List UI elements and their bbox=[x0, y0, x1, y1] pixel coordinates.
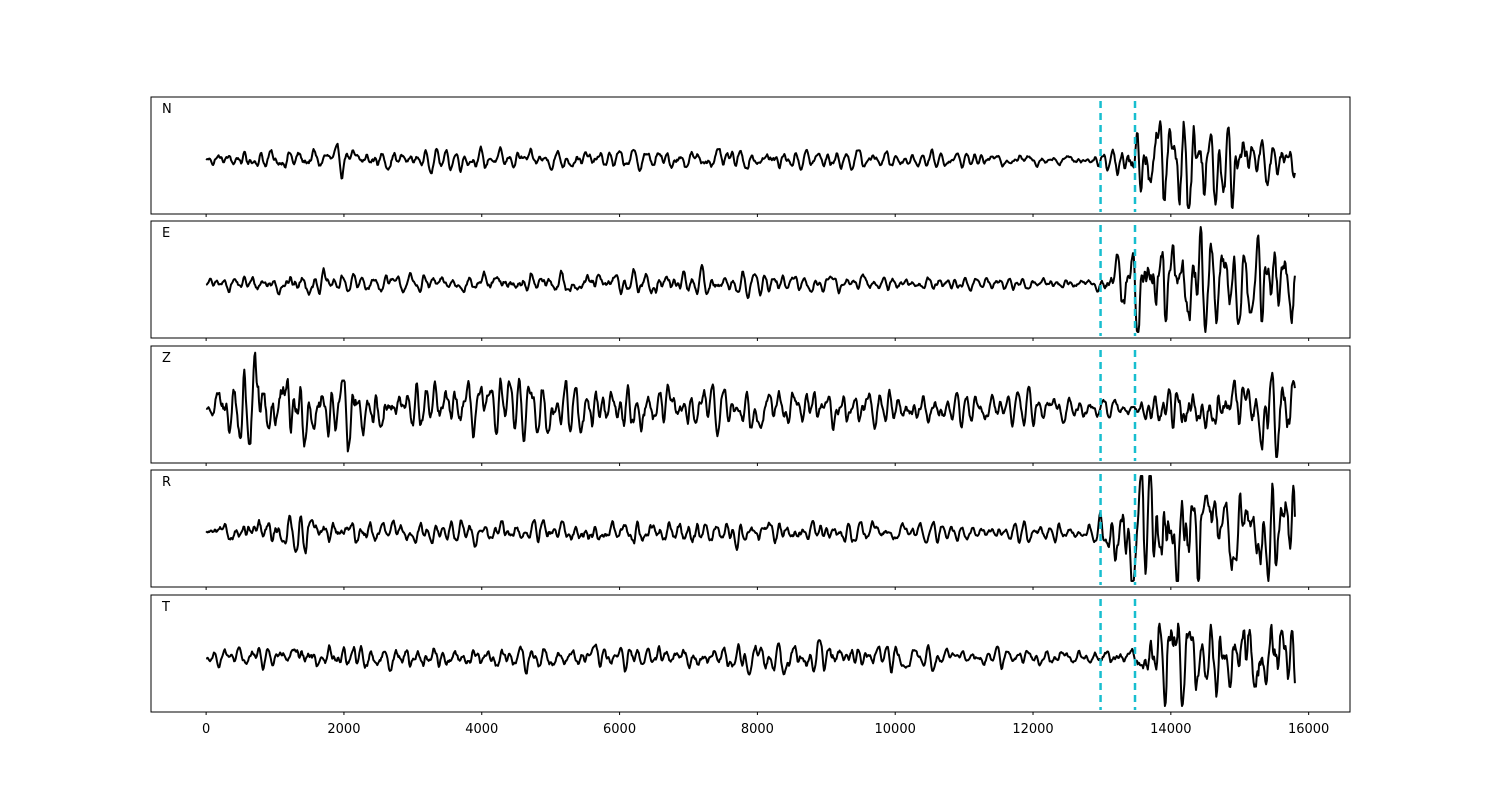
panel-label: Z bbox=[162, 351, 171, 366]
panel-e: E bbox=[150, 220, 1351, 341]
trace-panels: N E Z R T bbox=[150, 96, 1351, 715]
panel-label: T bbox=[161, 600, 170, 615]
x-tick-label: 14000 bbox=[1150, 722, 1191, 737]
x-tick-label: 6000 bbox=[603, 722, 636, 737]
panel-frame bbox=[150, 96, 1351, 215]
panel-frame bbox=[150, 345, 1351, 464]
x-axis: 0 2000 4000 6000 8000 10000 12000 14000 16000 bbox=[202, 722, 1329, 737]
x-tick-label: 16000 bbox=[1288, 722, 1329, 737]
waveform-n bbox=[205, 120, 1296, 209]
x-tick-label: 12000 bbox=[1012, 722, 1053, 737]
panel-t: T bbox=[150, 594, 1351, 715]
waveform-r bbox=[205, 475, 1296, 582]
panel-r: R bbox=[150, 469, 1351, 590]
x-tick-label: 10000 bbox=[875, 722, 916, 737]
x-tick-label: 8000 bbox=[741, 722, 774, 737]
panel-n: N bbox=[150, 96, 1351, 217]
x-tick-label: 2000 bbox=[327, 722, 360, 737]
panel-frame bbox=[150, 469, 1351, 588]
x-tick-label: 4000 bbox=[465, 722, 498, 737]
waveform-z bbox=[205, 351, 1296, 458]
panel-label: N bbox=[162, 102, 172, 117]
waveform-e bbox=[205, 226, 1296, 333]
panel-label: R bbox=[162, 475, 171, 490]
waveform-t bbox=[205, 622, 1296, 707]
panel-label: E bbox=[162, 226, 170, 241]
panel-z: Z bbox=[150, 345, 1351, 466]
panel-frame bbox=[150, 220, 1351, 339]
x-tick-label: 0 bbox=[202, 722, 210, 737]
panel-frame bbox=[150, 594, 1351, 713]
